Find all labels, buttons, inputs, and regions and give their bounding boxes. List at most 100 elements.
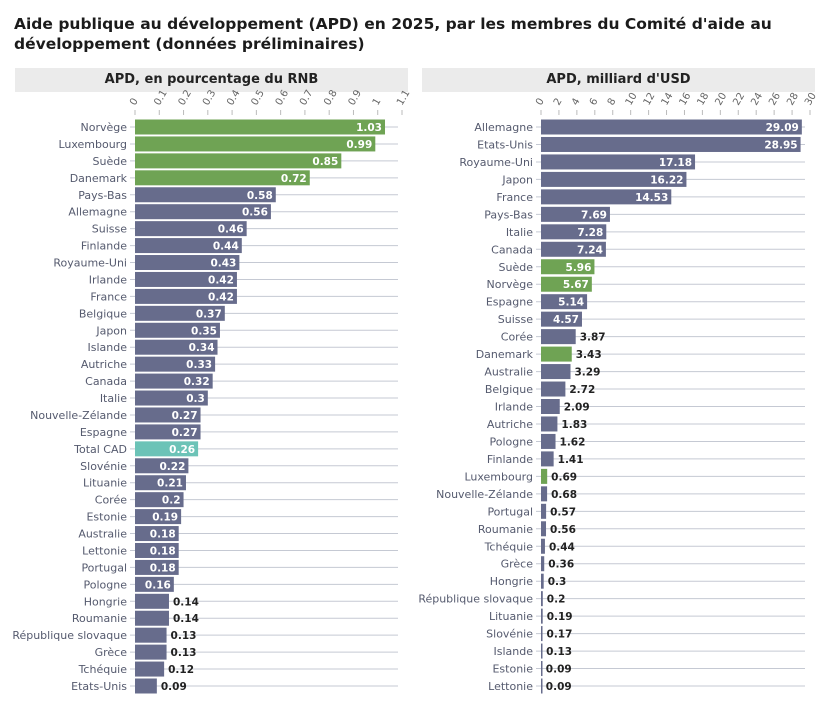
bar: [135, 204, 271, 220]
tick-label: 24: [749, 91, 765, 108]
data-label: 0.99: [346, 139, 372, 151]
data-label: 0.37: [196, 308, 222, 320]
tick-label: 0.3: [201, 88, 218, 107]
data-label: 0.3: [186, 393, 205, 405]
bar: [541, 538, 545, 554]
data-label: 3.29: [575, 367, 601, 379]
category-label: Grèce: [95, 646, 128, 659]
bar: [135, 458, 189, 474]
tick-label: 4: [570, 96, 583, 107]
bar: [541, 451, 554, 467]
chart-title: Aide publique au développement (APD) en …: [14, 15, 772, 53]
category-label: France: [496, 191, 533, 204]
category-label: Portugal: [487, 505, 533, 518]
category-label: Norvège: [486, 278, 533, 291]
category-label: Corée: [501, 331, 533, 344]
tick-label: 0.8: [322, 88, 339, 107]
category-label: Pays-Bas: [78, 189, 127, 202]
data-label: 0.18: [150, 562, 176, 574]
bar: [135, 644, 167, 660]
tick-label: 0.2: [177, 88, 194, 107]
bar: [135, 559, 179, 575]
category-label: Suède: [499, 261, 534, 274]
category-label: Luxembourg: [58, 138, 127, 151]
data-label: 7.24: [577, 244, 603, 256]
data-label: 0.14: [173, 596, 199, 608]
data-label: 29.09: [766, 122, 799, 134]
category-label: Total CAD: [73, 443, 127, 456]
bar: [541, 259, 595, 275]
tick-label: 1.1: [395, 88, 412, 107]
data-label: 0.27: [172, 410, 198, 422]
category-label: Danemark: [476, 348, 534, 361]
data-label: 0.46: [218, 224, 244, 236]
bar: [135, 526, 179, 542]
bar: [135, 441, 199, 457]
category-label: Roumanie: [72, 612, 127, 625]
category-label: Canada: [491, 243, 533, 256]
bar: [135, 136, 376, 152]
data-label: 0.44: [213, 241, 239, 253]
data-label: 0.2: [547, 594, 566, 606]
category-label: Royaume-Uni: [459, 156, 533, 169]
category-label: Italie: [100, 392, 127, 405]
data-label: 0.22: [159, 461, 185, 473]
data-label: 5.14: [558, 297, 584, 309]
bar: [135, 492, 184, 508]
bar: [541, 206, 610, 222]
category-label: Australie: [484, 366, 533, 379]
bar: [135, 678, 157, 694]
bar: [541, 381, 566, 397]
category-label: Norvège: [80, 121, 127, 134]
category-label: Islande: [88, 341, 128, 354]
category-label: Japon: [501, 173, 533, 186]
category-label: Allemagne: [68, 206, 127, 219]
data-label: 0.18: [150, 545, 176, 557]
category-label: Tchéquie: [78, 663, 128, 676]
category-label: Slovénie: [80, 460, 127, 473]
bar: [135, 373, 213, 389]
bar: [135, 610, 169, 626]
data-label: 14.53: [635, 192, 668, 204]
bar: [135, 238, 242, 254]
data-label: 0.16: [145, 579, 171, 591]
bar: [541, 556, 545, 572]
data-label: 0.58: [247, 190, 273, 202]
data-label: 1.62: [560, 436, 586, 448]
data-label: 0.09: [161, 681, 187, 693]
bar: [541, 171, 687, 187]
bar: [135, 424, 201, 440]
category-label: Pologne: [490, 435, 534, 448]
bar: [135, 255, 240, 271]
category-label: Danemark: [70, 172, 128, 185]
tick-label: 6: [588, 96, 601, 107]
category-label: Belgique: [79, 307, 127, 320]
category-label: Belgique: [485, 383, 533, 396]
category-label: France: [90, 290, 127, 303]
bar: [135, 305, 225, 321]
category-label: Pologne: [84, 578, 128, 591]
bar: [135, 475, 186, 491]
data-label: 0.56: [242, 207, 268, 219]
data-label: 0.18: [150, 529, 176, 541]
bar: [135, 576, 174, 592]
data-label: 7.69: [581, 209, 607, 221]
tick-label: 0.9: [347, 88, 364, 107]
data-label: 0.34: [189, 342, 215, 354]
bar: [541, 399, 560, 414]
category-label: Royaume-Uni: [53, 257, 127, 270]
data-label: 0.43: [210, 258, 236, 270]
category-label: Nouvelle-Zélande: [30, 409, 127, 422]
bar: [541, 224, 607, 240]
category-label: Lituanie: [489, 610, 533, 623]
category-label: Estonie: [86, 511, 127, 524]
category-label: Etats-Unis: [71, 680, 127, 693]
category-label: Hongrie: [84, 595, 128, 608]
tick-label: 10: [624, 91, 640, 108]
data-label: 0.32: [184, 376, 210, 388]
data-label: 1.83: [561, 419, 587, 431]
bar: [541, 486, 548, 502]
bar: [541, 416, 558, 432]
data-label: 0.13: [546, 646, 572, 658]
category-label: Autriche: [487, 418, 533, 431]
